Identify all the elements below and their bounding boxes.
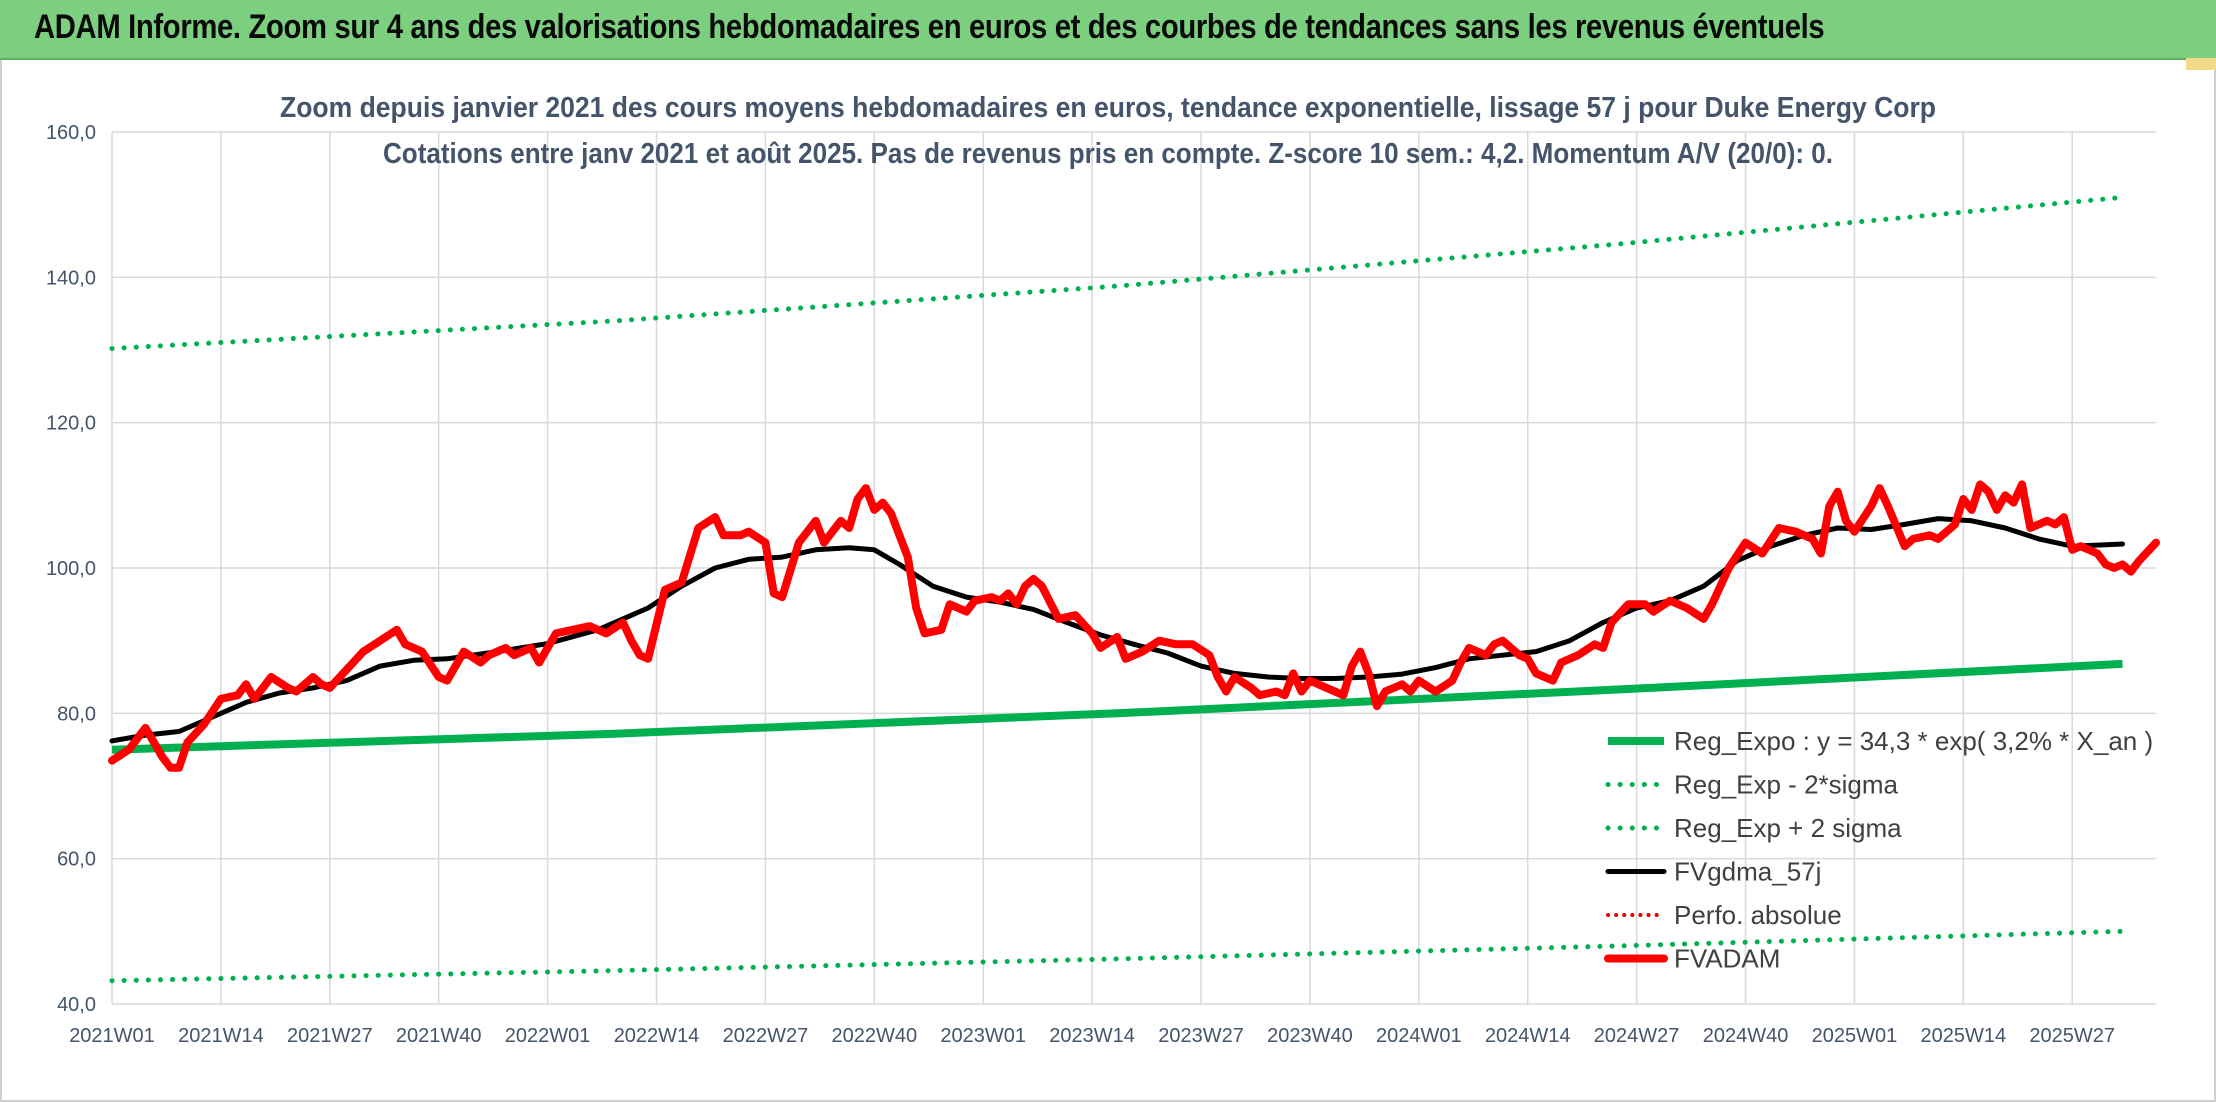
- x-tick-label: 2025W27: [2029, 1025, 2115, 1047]
- chart-grid: [111, 131, 2156, 1005]
- x-tick-label: 2022W01: [505, 1025, 591, 1047]
- chart-legend: Reg_Expo : y = 34,3 * exp( 3,2% * X_an )…: [1604, 726, 2153, 974]
- x-tick-label: 2024W14: [1485, 1025, 1571, 1047]
- series-line-reg-exp-2-sigma: [109, 928, 2125, 984]
- series-line-reg-expo-y-34-3-exp-3-2-x-an: [111, 659, 2123, 754]
- legend-label: Perfo. absolue: [1674, 900, 1842, 930]
- x-tick-label: 2021W27: [287, 1025, 373, 1047]
- x-tick-label: 2024W27: [1594, 1025, 1680, 1047]
- page-banner: ADAM Informe. Zoom sur 4 ans des valoris…: [0, 0, 2216, 60]
- y-tick-label: 80,0: [57, 703, 96, 725]
- x-tick-label: 2021W14: [178, 1025, 264, 1047]
- y-tick-label: 140,0: [46, 267, 96, 289]
- x-tick-label: 2022W40: [831, 1025, 917, 1047]
- y-tick-label: 60,0: [57, 849, 96, 871]
- x-tick-label: 2021W40: [396, 1025, 482, 1047]
- x-tick-label: 2024W01: [1376, 1025, 1462, 1047]
- x-axis: 2021W01 2021W14 2021W27 2021W40 2022W01 2022W…: [69, 1025, 2115, 1047]
- legend-label: FVgdma_57j: [1674, 857, 1821, 887]
- x-tick-label: 2025W01: [1812, 1025, 1898, 1047]
- chart-subtitle: Cotations entre janv 2021 et août 2025. …: [383, 138, 1833, 170]
- banner-title: ADAM Informe. Zoom sur 4 ans des valoris…: [34, 8, 1825, 46]
- legend-label: Reg_Exp + 2 sigma: [1674, 813, 1902, 843]
- x-tick-label: 2021W01: [69, 1025, 155, 1047]
- y-tick-label: 160,0: [46, 122, 96, 144]
- series-line-fvadam: [108, 480, 2160, 772]
- x-tick-label: 2023W40: [1267, 1025, 1353, 1047]
- series-line-reg-exp-2-sigma: [109, 194, 2125, 351]
- x-tick-label: 2023W27: [1158, 1025, 1244, 1047]
- x-tick-label: 2025W14: [1921, 1025, 2007, 1047]
- x-tick-label: 2022W14: [614, 1025, 700, 1047]
- plot-area: [108, 194, 2160, 984]
- y-axis: 40,0 60,0 80,0 100,0 120,0 140,0 160,0: [46, 122, 96, 1016]
- y-tick-label: 40,0: [57, 994, 96, 1016]
- legend-label: FVADAM: [1674, 944, 1780, 974]
- y-tick-label: 120,0: [46, 413, 96, 435]
- x-tick-label: 2022W27: [723, 1025, 809, 1047]
- chart-title: Zoom depuis janvier 2021 des cours moyen…: [280, 92, 1936, 124]
- corner-tab: [2186, 58, 2216, 70]
- x-tick-label: 2024W40: [1703, 1025, 1789, 1047]
- x-tick-label: 2023W01: [940, 1025, 1026, 1047]
- legend-label: Reg_Exp - 2*sigma: [1674, 770, 1899, 800]
- y-tick-label: 100,0: [46, 558, 96, 580]
- x-tick-label: 2023W14: [1049, 1025, 1135, 1047]
- legend-label: Reg_Expo : y = 34,3 * exp( 3,2% * X_an ): [1674, 726, 2153, 756]
